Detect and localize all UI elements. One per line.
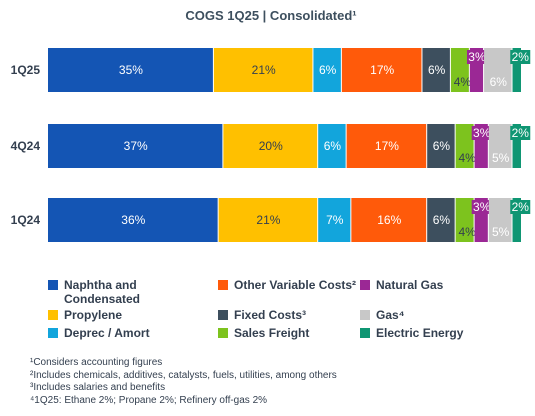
bar-segment: [48, 48, 213, 92]
bar-segment: [48, 124, 223, 168]
data-label-box: [471, 200, 492, 214]
bar-segment: [341, 48, 422, 92]
bar-segment: [450, 48, 469, 92]
bar-segment: [512, 198, 521, 242]
data-label: 5%: [492, 225, 510, 239]
legend-label: Gas⁴: [376, 308, 405, 322]
data-label: 4%: [458, 151, 476, 165]
footnote-4: ⁴1Q25: Ethane 2%; Propane 2%; Refinery o…: [30, 394, 268, 406]
data-label: 6%: [324, 139, 342, 153]
legend-swatch: [360, 310, 370, 320]
data-label: 2%: [512, 50, 530, 64]
data-label: 17%: [375, 139, 399, 153]
cogs-chart: COGS 1Q25 | Consolidated¹ 1Q25 35% 21% 6% 17%…: [11, 8, 531, 242]
bar-segment: [455, 124, 474, 168]
bar-segment: [318, 124, 346, 168]
data-label-box: [510, 50, 531, 64]
data-label-box: [466, 50, 487, 64]
data-label: 35%: [119, 63, 143, 77]
bar-segment: [427, 124, 455, 168]
legend-swatch: [218, 328, 228, 338]
legend-swatch: [360, 328, 370, 338]
data-label: 17%: [370, 63, 394, 77]
bar-segment: [422, 48, 450, 92]
bar-segment: [223, 124, 318, 168]
legend-label: Naphtha and Condensated: [64, 278, 141, 306]
legend-swatch: [48, 328, 58, 338]
data-label: 5%: [492, 151, 510, 165]
legend-swatch: [360, 280, 370, 290]
bar-segment: [48, 198, 218, 242]
data-label: 7%: [326, 213, 344, 227]
bar-segment: [313, 48, 341, 92]
bar-segment: [318, 198, 351, 242]
data-label: 6%: [433, 139, 451, 153]
data-label-box: [471, 126, 492, 140]
data-label: 3%: [468, 50, 486, 64]
bar-segment: [218, 198, 318, 242]
category-label: 1Q25: [11, 63, 41, 77]
footnote-1: ¹Considers accounting figures: [30, 357, 163, 368]
data-label: 6%: [433, 213, 451, 227]
data-label: 6%: [319, 63, 337, 77]
legend-swatch: [218, 280, 228, 290]
bar-segment: [512, 124, 521, 168]
bar-segment: [484, 48, 512, 92]
footnotes: ¹Considers accounting figures ²Includes …: [30, 357, 337, 407]
legend-label: Other Variable Costs²: [234, 278, 357, 292]
legend-label: Fixed Costs³: [234, 308, 307, 322]
data-label: 20%: [259, 139, 283, 153]
legend-label: Natural Gas: [376, 278, 444, 292]
legend-label: Electric Energy: [376, 326, 464, 340]
data-label: 4%: [458, 225, 476, 239]
data-label: 2%: [512, 200, 530, 214]
data-label: 16%: [377, 213, 401, 227]
data-label: 21%: [252, 63, 276, 77]
legend-label: Deprec / Amort: [64, 326, 150, 340]
chart-legend: Naphtha and Condensated Other Variable Co…: [48, 276, 518, 348]
bar-segment: [488, 198, 512, 242]
data-label-box: [510, 200, 531, 214]
legend-swatch: [48, 310, 58, 320]
footnote-3: ³Includes salaries and benefits: [30, 382, 166, 393]
bar-segment: [213, 48, 313, 92]
bar-segment: [512, 48, 521, 92]
legend-swatch: [48, 280, 58, 290]
data-label: 3%: [473, 200, 491, 214]
data-label: 6%: [428, 63, 446, 77]
bar-segment: [427, 198, 455, 242]
data-label: 6%: [490, 75, 508, 89]
data-label: 2%: [512, 126, 530, 140]
data-label: 3%: [473, 126, 491, 140]
bar-segment: [346, 124, 427, 168]
legend-label: Propylene: [64, 308, 123, 322]
footnote-2: ²Includes chemicals, additives, catalyst…: [30, 369, 337, 381]
legend-swatch: [218, 310, 228, 320]
bar-segment: [488, 124, 512, 168]
data-label: 36%: [121, 213, 145, 227]
category-label: 4Q24: [11, 139, 41, 153]
bar-segment: [351, 198, 427, 242]
category-label: 1Q24: [11, 213, 41, 227]
legend-label: Sales Freight: [234, 326, 310, 340]
bar-segment: [455, 198, 474, 242]
data-label-box: [510, 126, 531, 140]
data-label: 4%: [454, 75, 472, 89]
data-label: 21%: [256, 213, 280, 227]
chart-title: COGS 1Q25 | Consolidated¹: [185, 8, 356, 23]
data-label: 37%: [124, 139, 148, 153]
